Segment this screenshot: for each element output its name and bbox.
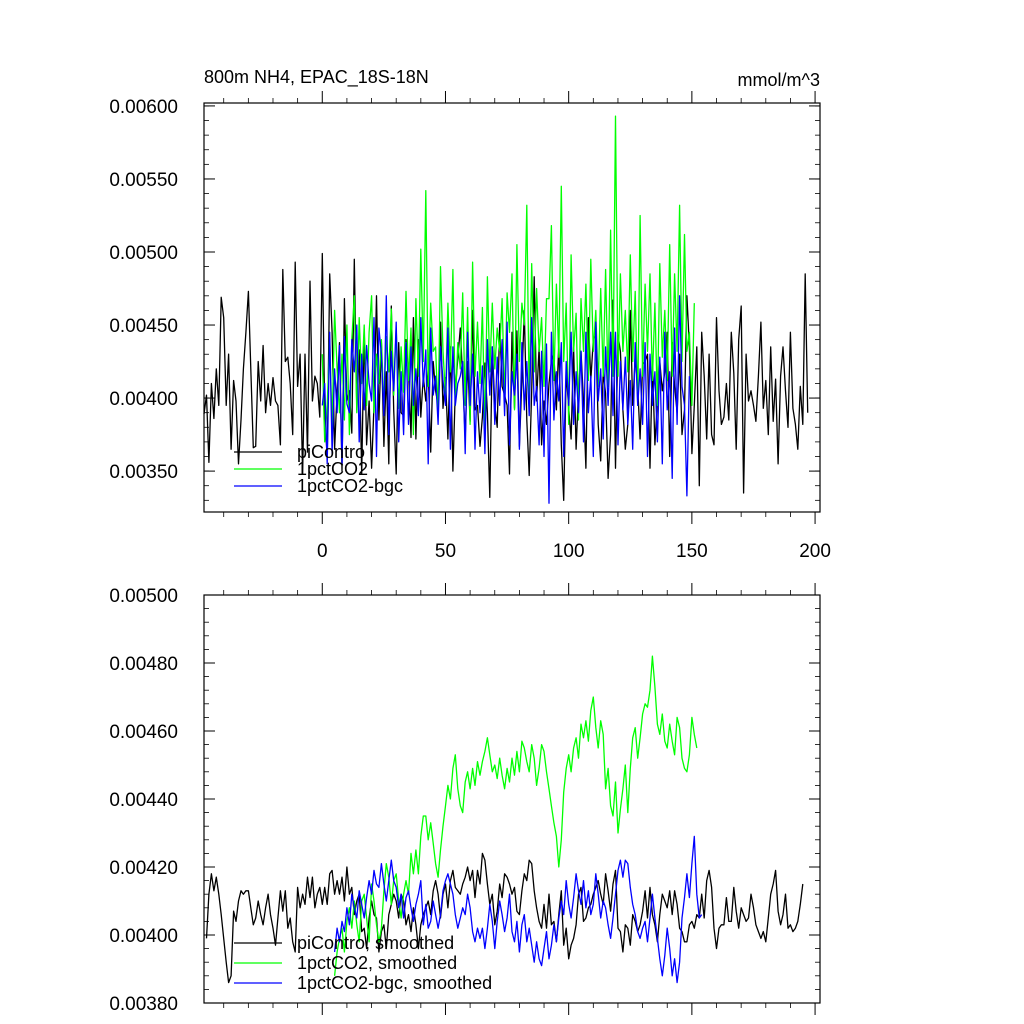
x-tick-label: 50 <box>435 541 456 562</box>
legend-label: piContro <box>297 442 365 462</box>
y-tick-label: 0.00460 <box>109 722 178 743</box>
legend-label: 1pctCO2-bgc, smoothed <box>297 973 492 993</box>
series-line-1-1 <box>333 655 698 976</box>
y-tick-label: 0.00550 <box>109 170 178 191</box>
y-tick-label: 0.00500 <box>109 586 178 607</box>
series-line-0-0 <box>203 252 809 501</box>
units-label: mmol/m^3 <box>738 70 820 90</box>
y-tick-label: 0.00420 <box>109 858 178 879</box>
x-tick-label: 200 <box>799 541 831 562</box>
y-tick-label: 0.00400 <box>109 389 178 410</box>
y-tick-label: 0.00440 <box>109 790 178 811</box>
y-tick-label: 0.00500 <box>109 243 178 264</box>
legend-label: piContro, smoothed <box>297 933 454 953</box>
y-tick-label: 0.00480 <box>109 654 178 675</box>
series-line-1-0 <box>205 852 804 984</box>
chart-title: 800m NH4, EPAC_18S-18N <box>204 67 429 88</box>
x-tick-label: 150 <box>676 541 708 562</box>
top-series <box>203 115 809 504</box>
x-tick-label: 100 <box>553 541 585 562</box>
top-axes: 0.00350 0.00400 0.00450 0.00500 0.00550 0.006… <box>109 91 831 562</box>
bottom-panel: 0.00380 0.00400 0.00420 0.00440 0.00460 0.004… <box>109 583 821 1015</box>
x-tick-label: 0 <box>317 541 328 562</box>
y-tick-label: 0.00350 <box>109 462 178 483</box>
top-panel: 800m NH4, EPAC_18S-18N mmol/m^3 0.003500… <box>109 67 831 562</box>
legend-label: 1pctCO2-bgc <box>297 476 403 496</box>
legend-label: 1pctCO2 <box>297 459 368 479</box>
y-tick-label: 0.00600 <box>109 97 178 118</box>
series-line-1-2 <box>333 835 703 984</box>
y-tick-label: 0.00450 <box>109 316 178 337</box>
series-line-0-2 <box>321 295 691 504</box>
legend-label: 1pctCO2, smoothed <box>297 953 457 973</box>
y-tick-label: 0.00400 <box>109 926 178 947</box>
bottom-series <box>205 655 804 984</box>
y-tick-label: 0.00380 <box>109 994 178 1015</box>
bottom-axes: 0.00380 0.00400 0.00420 0.00440 0.00460 0.004… <box>109 583 821 1015</box>
plot-frame <box>203 102 821 513</box>
